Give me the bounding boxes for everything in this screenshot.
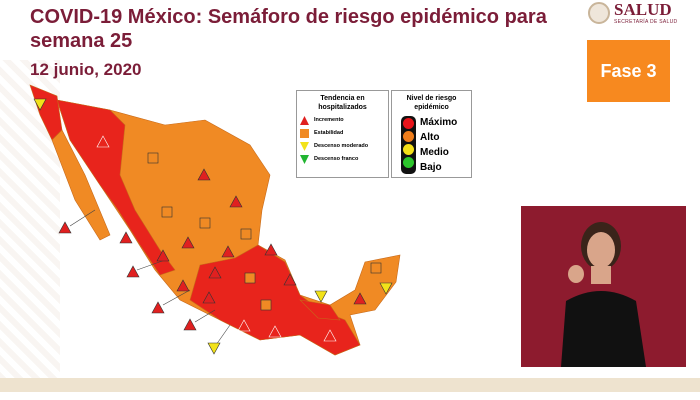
stability-square-icon [199,217,211,229]
salud-logo: SALUD SECRETARÍA DE SALUD [588,0,677,26]
baja-north-max [29,84,63,141]
moderate-decrease-triangle-icon [314,290,328,303]
risk-legend: Nivel de riesgo epidémico Máximo Alto Me… [391,90,472,178]
increase-triangle-icon [183,318,197,331]
risk-legend-title: Nivel de riesgo epidémico [406,95,457,111]
increase-triangle-icon [156,249,170,262]
increase-triangle-icon [151,301,165,314]
trend-legend-title: Tendencia en hospitalizados [318,95,367,111]
mainland-high [56,99,401,356]
legend-item-descenso-franco: Descenso franco [300,155,385,164]
legend-item-estabilidad: Estabilidad [300,129,385,138]
stability-square-icon [244,272,256,284]
stability-square-icon [370,262,382,274]
stability-square-icon [147,152,159,164]
increase-triangle-icon [202,291,216,304]
stability-square-icon [161,206,173,218]
marker-leaders [69,209,231,346]
risk-bajo: Bajo [420,162,442,173]
triangle-down-icon [300,155,309,164]
bottom-strip [0,378,700,392]
risk-alto: Alto [420,132,440,143]
risk-medio: Medio [420,147,449,158]
baja-south-high [51,129,111,241]
traffic-light-icon [401,116,416,174]
increase-triangle-icon [237,319,251,332]
seal-icon [588,2,610,24]
increase-triangle-icon [197,168,211,181]
increase-triangle-icon [323,329,337,342]
increase-triangle-icon [181,236,195,249]
phase-badge: Fase 3 [587,40,670,102]
increase-triangle-icon [58,221,72,234]
increase-triangle-icon [119,231,133,244]
stability-square-icon [240,228,252,240]
date-label: 12 junio, 2020 [30,60,142,79]
increase-triangle-icon [176,279,190,292]
page-title: COVID-19 México: Semáforo de riesgo epid… [30,6,547,52]
logo-subtitle: SECRETARÍA DE SALUD [614,19,678,25]
trend-legend: Tendencia en hospitalizados Incremento E… [296,90,389,178]
center-south-max [189,244,361,356]
moderate-decrease-triangle-icon [379,282,393,295]
increase-triangle-icon [264,243,278,256]
legend-item-incremento: Incremento [300,116,385,125]
stability-square-icon [260,299,272,311]
logo-text: SALUD [614,0,672,19]
tabasco-max [299,299,341,321]
increase-triangle-icon [221,245,235,258]
interpreter-figure [561,222,646,367]
sign-language-interpreter-video [521,206,686,367]
increase-triangle-icon [96,135,110,148]
increase-triangle-icon [208,266,222,279]
triangle-up-icon [300,116,309,125]
triangle-down-icon [300,142,309,151]
increase-triangle-icon [126,265,140,278]
square-icon [300,129,309,138]
sonora-sinaloa-max [56,99,176,276]
increase-triangle-icon [268,325,282,338]
moderate-decrease-triangle-icon [33,98,47,111]
moderate-decrease-triangle-icon [207,342,221,355]
legend-item-descenso-moderado: Descenso moderado [300,142,385,151]
increase-triangle-icon [283,273,297,286]
increase-triangle-icon [229,195,243,208]
increase-triangle-icon [353,292,367,305]
risk-maximo: Máximo [420,117,458,128]
